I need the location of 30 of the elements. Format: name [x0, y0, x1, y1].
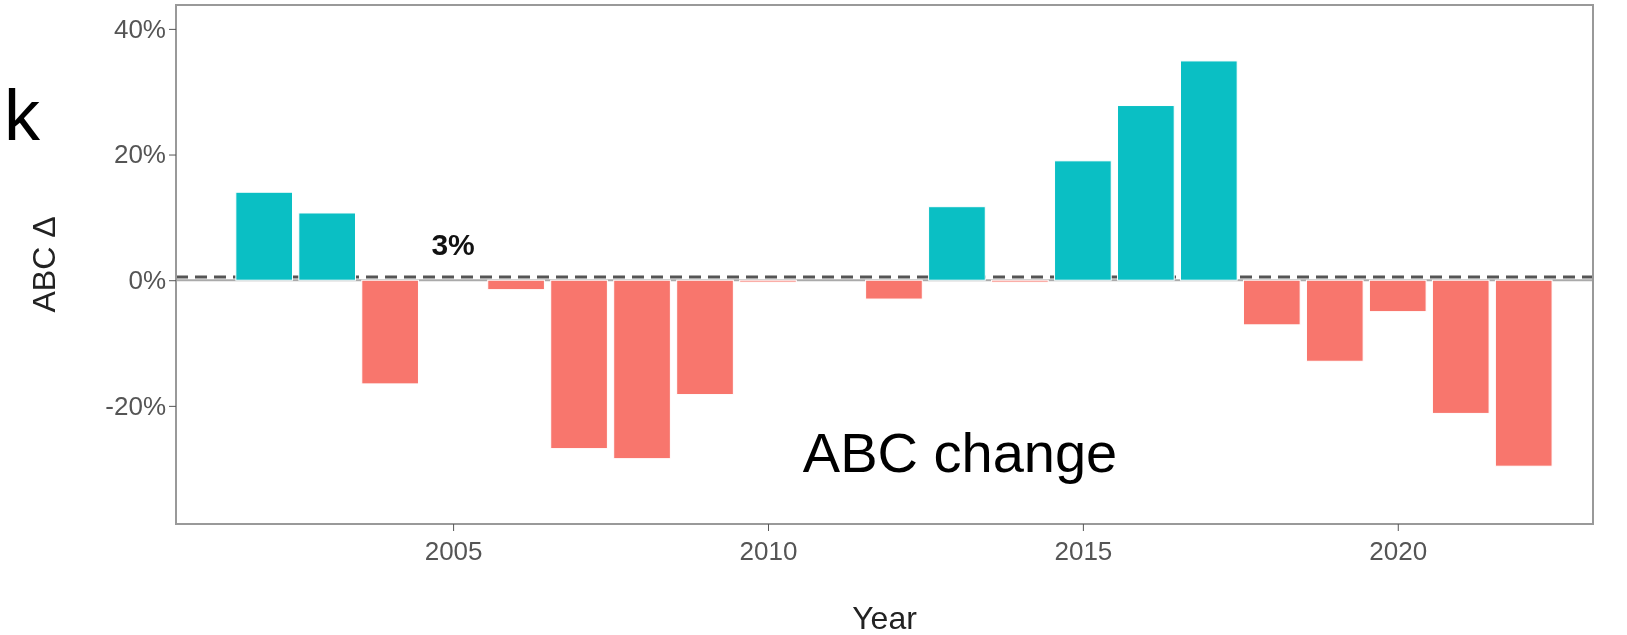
- annotation: ABC change: [802, 421, 1118, 484]
- bar: [487, 279, 545, 291]
- bar: [1117, 105, 1175, 281]
- bar: [613, 279, 671, 460]
- bar: [1305, 279, 1364, 362]
- x-tick-label: 2010: [739, 536, 798, 566]
- bar: [1431, 279, 1490, 414]
- bar: [235, 191, 294, 281]
- bar: [1368, 279, 1427, 313]
- x-axis-title: Year: [852, 600, 918, 635]
- bar: [1054, 160, 1112, 281]
- y-tick-label: 0%: [128, 265, 166, 296]
- bar: [928, 206, 986, 281]
- annotation: 3%: [431, 228, 475, 262]
- bar: [1242, 279, 1301, 326]
- bar: [550, 279, 608, 450]
- x-tick-label: 2020: [1369, 536, 1428, 566]
- bar: [865, 279, 923, 300]
- bar: [676, 279, 734, 396]
- y-tick-label: 20%: [113, 139, 166, 170]
- bar: [1180, 60, 1238, 281]
- x-tick-label: 2005: [424, 536, 483, 566]
- bar: [1494, 279, 1553, 467]
- bar: [298, 212, 356, 281]
- text: k: [4, 75, 41, 155]
- y-tick-label: -20%: [105, 390, 166, 421]
- x-tick-label: 2015: [1054, 536, 1113, 566]
- y-axis-title: ABC Δ: [26, 216, 62, 313]
- bar: [361, 279, 419, 385]
- y-tick-label: 40%: [113, 13, 166, 44]
